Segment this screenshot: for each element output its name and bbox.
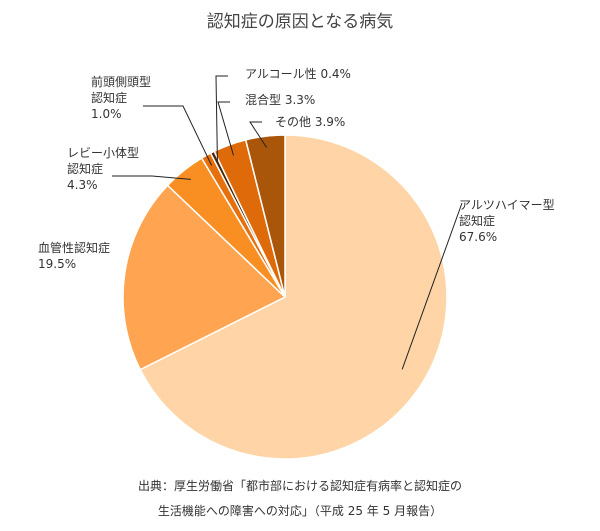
source-line-1: 出典：厚生労働省「都市部における認知症有病率と認知症の — [138, 478, 462, 493]
slice-label-1-line-0: 血管性認知症 — [38, 240, 110, 255]
slice-label-0-line-1: 認知症 — [459, 213, 495, 228]
slice-label-0-line-0: アルツハイマー型 — [459, 198, 555, 212]
slice-label-6-line-0: その他 3.9% — [275, 115, 345, 129]
source-line-2: 生活機能への障害への対応」（平成 25 年 5 月報告） — [158, 503, 442, 518]
leader-lines — [112, 75, 463, 370]
leader-line-6 — [249, 121, 268, 148]
leader-line-5 — [217, 101, 235, 156]
slice-label-3-line-0: 前頭側頭型 — [91, 74, 151, 89]
slice-label-2-line-0: レビー小体型 — [67, 146, 139, 160]
slice-label-1-line-1: 19.5% — [38, 257, 76, 271]
pie-slice-0 — [139, 134, 448, 460]
slice-label-3-line-2: 1.0% — [91, 107, 122, 121]
slice-label-5-line-0: 混合型 3.3% — [245, 92, 315, 107]
pie-slices — [122, 134, 448, 460]
slice-label-2-line-1: 認知症 — [67, 161, 103, 176]
chart-title: 認知症の原因となる病気 — [207, 12, 394, 32]
leader-line-0 — [401, 202, 463, 370]
slice-label-2-line-2: 4.3% — [67, 178, 98, 192]
pie-slice-6 — [244, 134, 286, 298]
slice-label-3-line-1: 認知症 — [91, 90, 127, 105]
slice-label-0-line-2: 67.6% — [459, 230, 497, 244]
leader-line-4 — [215, 75, 228, 163]
slice-label-4-line-0: アルコール性 0.4% — [245, 67, 351, 81]
leader-line-2 — [112, 175, 191, 180]
slice-labels: アルツハイマー型認知症67.6%血管性認知症19.5%レビー小体型認知症4.3%… — [38, 67, 555, 271]
leader-line-3 — [143, 105, 213, 166]
pie-slice-1 — [122, 184, 287, 371]
